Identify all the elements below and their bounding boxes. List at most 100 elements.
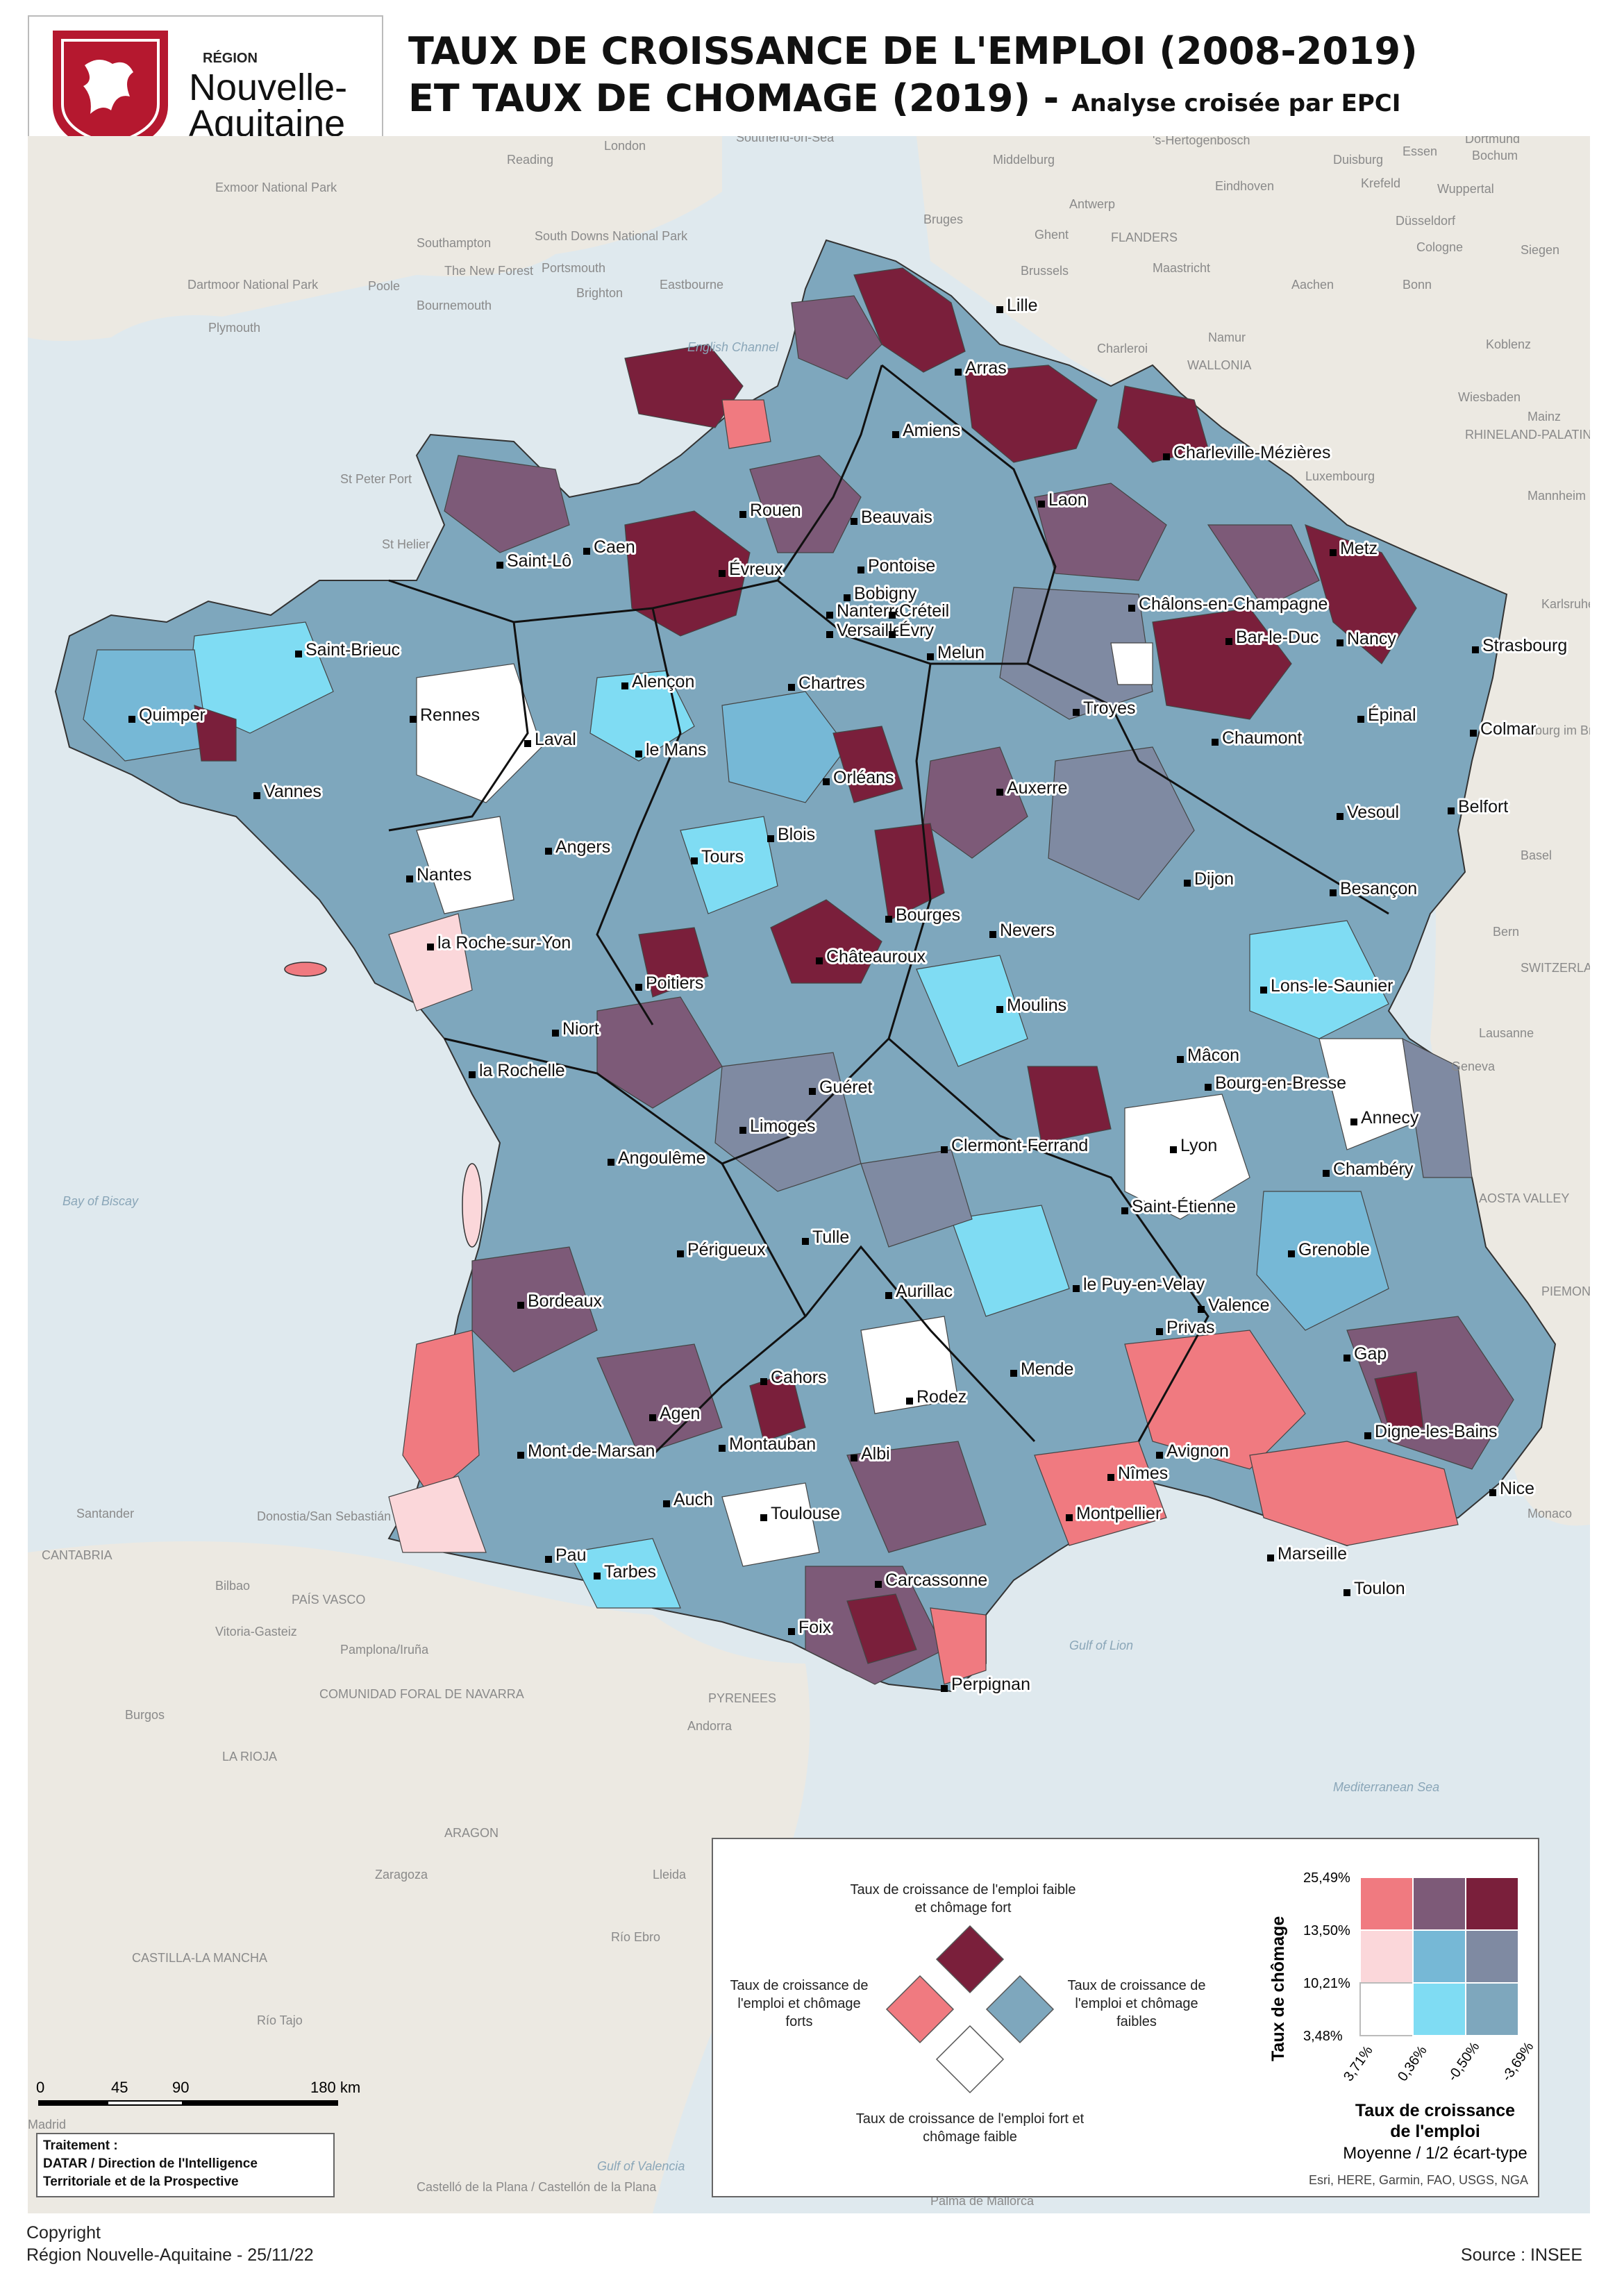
city-marker <box>691 857 698 864</box>
city-marker <box>1010 1370 1017 1377</box>
city-marker <box>1170 1146 1177 1153</box>
title-line2: ET TAUX DE CHOMAGE (2019) - Analyse crois… <box>408 75 1418 127</box>
map-canvas[interactable]: London Reading Southend-on-Sea Middelbur… <box>28 136 1590 2213</box>
city-marker <box>739 511 746 518</box>
city-label: Bourges <box>896 905 960 925</box>
city-label: Orléans <box>833 768 894 787</box>
city-marker <box>875 1581 882 1588</box>
city-label: Chambéry <box>1333 1159 1414 1179</box>
city-label: Épinal <box>1368 705 1416 725</box>
city-marker <box>295 651 302 657</box>
treatment-line1: DATAR / Direction de l'Intelligence <box>43 2156 258 2171</box>
svg-text:St Peter Port: St Peter Port <box>340 472 412 486</box>
svg-text:Río Ebro: Río Ebro <box>611 1930 660 1944</box>
city-label: Albi <box>861 1444 890 1464</box>
city-label: Châteauroux <box>826 947 926 966</box>
svg-text:'s-Hertogenbosch: 's-Hertogenbosch <box>1153 136 1250 147</box>
svg-text:Río Tajo: Río Tajo <box>257 2013 303 2027</box>
svg-text:Castelló de la Plana / Castell: Castelló de la Plana / Castellón de la P… <box>417 2180 657 2194</box>
svg-text:Namur: Namur <box>1208 330 1246 344</box>
svg-text:PAÍS VASCO: PAÍS VASCO <box>292 1593 365 1607</box>
city-label: le Mans <box>646 740 707 760</box>
city-label: Lille <box>1007 296 1037 315</box>
city-label: Charleville-Mézières <box>1173 443 1330 462</box>
svg-text:Mannheim: Mannheim <box>1527 489 1586 503</box>
city-marker <box>989 931 996 938</box>
city-marker <box>1212 739 1219 746</box>
city-marker <box>469 1071 476 1078</box>
city-marker <box>857 567 864 573</box>
svg-text:Ghent: Ghent <box>1035 228 1069 242</box>
title-line1: TAUX DE CROISSANCE DE L'EMPLOI (2008-201… <box>408 29 1418 73</box>
svg-text:ARAGON: ARAGON <box>444 1826 499 1840</box>
city-label: Rouen <box>750 501 801 520</box>
city-label: Pau <box>555 1545 586 1565</box>
copyright-line2: Région Nouvelle-Aquitaine - 25/11/22 <box>26 2245 314 2265</box>
city-label: Toulouse <box>771 1504 840 1523</box>
city-marker <box>889 631 896 638</box>
svg-text:CANTABRIA: CANTABRIA <box>42 1548 112 1562</box>
svg-text:Krefeld: Krefeld <box>1361 176 1400 190</box>
city-marker <box>496 562 503 569</box>
city-label: Marseille <box>1278 1544 1347 1564</box>
source-note: Source : INSEE <box>1460 2245 1582 2265</box>
svg-text:Bournemouth: Bournemouth <box>417 299 492 312</box>
svg-text:Mainz: Mainz <box>1527 410 1561 424</box>
city-label: Périgueux <box>687 1240 766 1259</box>
svg-text:Reading: Reading <box>507 153 553 167</box>
city-label: Niort <box>562 1019 599 1039</box>
city-label: Aurillac <box>896 1282 953 1301</box>
city-marker <box>427 944 434 950</box>
svg-text:Cologne: Cologne <box>1416 240 1463 254</box>
city-label: Laval <box>535 730 576 749</box>
city-marker <box>1337 813 1343 820</box>
city-marker <box>885 916 892 923</box>
city-marker <box>767 835 774 842</box>
city-label: Nancy <box>1347 629 1396 648</box>
city-marker <box>1184 880 1191 887</box>
svg-text:Duisburg: Duisburg <box>1333 153 1383 167</box>
ile-oleron <box>462 1163 483 1248</box>
city-label: Digne-les-Bains <box>1375 1422 1497 1441</box>
city-marker <box>889 612 896 619</box>
legend-x-tick-2: 0,36% <box>1395 2043 1430 2084</box>
city-marker <box>996 789 1003 796</box>
city-marker <box>941 1146 948 1153</box>
svg-text:Zaragoza: Zaragoza <box>375 1868 428 1882</box>
city-marker <box>885 1292 892 1299</box>
legend-graphic: Taux de chômage 25,49% 13,50% 10,21% 3,4… <box>885 1870 1537 2163</box>
city-label: Alençon <box>632 672 694 692</box>
city-label: Amiens <box>903 421 960 440</box>
city-marker <box>1260 987 1267 994</box>
city-marker <box>635 751 642 757</box>
city-label: Cahors <box>771 1368 827 1387</box>
svg-text:FLANDERS: FLANDERS <box>1111 231 1178 244</box>
city-label: Angoulême <box>618 1148 705 1168</box>
city-label: Versailles <box>837 621 911 640</box>
city-marker <box>406 875 413 882</box>
svg-text:SWITZERLAND: SWITZERLAND <box>1521 961 1590 975</box>
city-label: Bourg-en-Bresse <box>1215 1073 1346 1093</box>
city-label: Agen <box>660 1404 700 1423</box>
city-marker <box>545 848 552 855</box>
city-marker <box>1470 730 1477 737</box>
city-label: Strasbourg <box>1482 636 1567 655</box>
copyright-line1: Copyright <box>26 2223 101 2243</box>
city-label: Rodez <box>916 1387 966 1407</box>
city-marker <box>826 612 833 619</box>
legend-y-tick-4: 3,48% <box>1303 2029 1343 2044</box>
city-marker <box>1107 1474 1114 1481</box>
city-marker <box>788 684 795 691</box>
city-label: Laon <box>1048 490 1087 510</box>
svg-text:Vitoria-Gasteiz: Vitoria-Gasteiz <box>215 1625 297 1639</box>
city-marker <box>677 1250 684 1257</box>
svg-text:LA RIOJA: LA RIOJA <box>222 1750 277 1763</box>
city-label: Bobigny <box>854 584 917 603</box>
city-marker <box>851 1455 857 1461</box>
city-marker <box>1121 1207 1128 1214</box>
city-marker <box>1163 453 1170 460</box>
legend-method: Moyenne / 1/2 écart-type <box>1343 2144 1527 2163</box>
legend-left-label: Taux de croissance de l'emploi et chômag… <box>730 1978 869 2029</box>
legend-x-tick-3: -0,50% <box>1445 2039 1482 2084</box>
svg-text:Bochum: Bochum <box>1472 149 1518 162</box>
